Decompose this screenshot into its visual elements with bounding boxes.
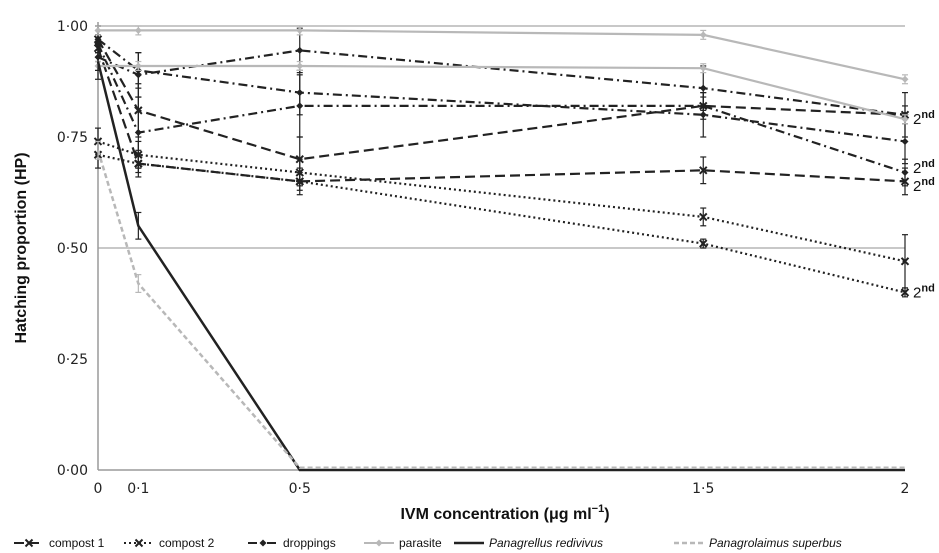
data-point <box>134 129 142 137</box>
legend-label: compost 2 <box>159 536 215 550</box>
data-point <box>134 26 142 34</box>
x-tick-label: 2 <box>901 481 910 497</box>
series-line <box>98 29 906 81</box>
data-point <box>901 75 909 83</box>
y-tick-label: 0·50 <box>57 241 88 257</box>
data-point <box>134 71 142 79</box>
series-parasite <box>94 25 909 125</box>
data-point <box>699 166 708 175</box>
data-point <box>24 538 34 548</box>
second-generation-label-base: 2 <box>913 178 921 195</box>
data-point <box>94 26 102 34</box>
data-point <box>699 212 708 222</box>
data-point <box>296 46 304 54</box>
series-line <box>97 38 906 143</box>
data-point <box>900 288 910 297</box>
series-compost-2 <box>93 127 910 298</box>
legend-label: compost 1 <box>49 536 105 550</box>
y-tick-label: 0·25 <box>57 352 88 368</box>
series-compost-1 <box>93 25 910 196</box>
y-axis-title: Hatching proportion (HP) <box>13 152 30 343</box>
data-point <box>296 102 304 110</box>
series-line <box>97 140 906 263</box>
data-point <box>699 84 707 92</box>
grid-lines <box>98 25 905 249</box>
series-droppings <box>94 25 909 187</box>
second-generation-label: 2nd <box>913 109 935 128</box>
data-point <box>901 115 909 123</box>
legend-item: compost 2 <box>124 536 215 550</box>
x-axis-title-main: IVM concentration <box>400 506 539 523</box>
second-generation-label-sup: nd <box>921 176 934 188</box>
series-line <box>96 61 905 472</box>
series-line <box>97 153 906 294</box>
data-point <box>699 31 707 39</box>
x-axis-title-exponent: −1 <box>592 503 605 515</box>
y-tick-label: 0·75 <box>57 130 88 146</box>
legend-item: Panagrellus redivivus <box>454 536 603 550</box>
y-tick-label: 0·00 <box>57 463 88 479</box>
legend-label: droppings <box>283 536 336 550</box>
series-panagrolaimus-superbus <box>95 140 905 470</box>
data-point <box>699 239 708 248</box>
second-generation-label: 2nd <box>913 158 935 177</box>
legend-label: parasite <box>399 536 442 550</box>
legend-label: Panagrolaimus superbus <box>709 536 842 550</box>
y-tick-label: 1·00 <box>57 19 88 35</box>
second-generation-label-base: 2 <box>913 284 921 301</box>
data-point <box>259 539 267 547</box>
data-point <box>134 538 144 548</box>
x-tick-labels: 0 0·1 0·5 1·5 2 <box>94 481 910 497</box>
legend: compost 1 compost 2 droppings parasite Panag… <box>14 536 842 550</box>
second-generation-label: 2nd <box>913 282 935 301</box>
second-generation-label-sup: nd <box>921 158 934 170</box>
legend-item: compost 1 <box>14 536 105 550</box>
legend-item: parasite <box>364 536 442 550</box>
data-point <box>296 26 304 34</box>
x-axis-title-close: ) <box>604 506 609 523</box>
second-generation-label-base: 2 <box>913 111 921 128</box>
y-tick-labels: 0·00 0·25 0·50 0·75 1·00 <box>57 19 88 479</box>
x-tick-label: 1·5 <box>692 481 714 497</box>
x-axis-title-unit: (μg ml <box>544 506 592 523</box>
data-point <box>901 169 909 177</box>
series-line <box>96 149 905 470</box>
series-layer <box>93 25 910 472</box>
data-point <box>296 62 304 70</box>
data-point <box>901 137 909 145</box>
second-generation-label-sup: nd <box>921 109 934 121</box>
x-tick-label: 0·1 <box>127 481 149 497</box>
data-point <box>375 539 383 547</box>
series-line <box>98 64 906 121</box>
x-axis-title: IVM concentration (μg ml−1) <box>400 503 609 523</box>
data-point <box>295 177 304 186</box>
legend-item: Panagrolaimus superbus <box>674 536 842 550</box>
second-generation-label: 2nd <box>913 176 935 195</box>
second-generation-label-base: 2 <box>913 160 921 177</box>
second-generation-label-sup: nd <box>921 282 934 294</box>
x-tick-label: 0·5 <box>289 481 311 497</box>
data-point <box>134 62 142 70</box>
legend-item: droppings <box>248 536 336 550</box>
series-line <box>96 47 906 183</box>
data-point <box>900 257 910 266</box>
series-panagrellus-redivivus <box>95 52 905 472</box>
series-line <box>96 43 906 174</box>
x-tick-label: 0 <box>94 481 103 497</box>
data-point <box>699 64 707 72</box>
series-line <box>97 38 906 161</box>
legend-label: Panagrellus redivivus <box>489 536 603 550</box>
